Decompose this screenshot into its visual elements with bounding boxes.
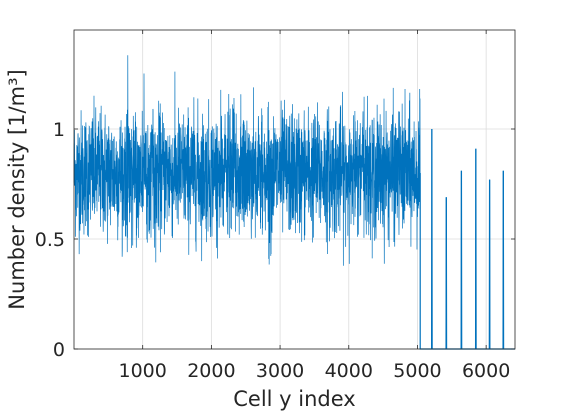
x-tick-label: 6000 bbox=[462, 360, 510, 382]
axes-frame bbox=[73, 29, 516, 350]
y-tick-label: 0.5 bbox=[35, 229, 65, 251]
x-tick-label: 3000 bbox=[256, 360, 304, 382]
x-axis-label: Cell y index bbox=[233, 387, 355, 411]
tick-marks bbox=[74, 30, 515, 350]
y-tick-label: 0 bbox=[53, 339, 65, 361]
x-tick-label: 2000 bbox=[187, 360, 235, 382]
series-line-dense bbox=[73, 55, 421, 266]
x-tick-labels: 1000 2000 3000 4000 5000 6000 bbox=[119, 360, 511, 382]
y-tick-labels: 00.51 bbox=[35, 119, 65, 361]
y-axis-label: Number density [1/m³] bbox=[5, 69, 29, 309]
x-tick-label: 1000 bbox=[119, 360, 167, 382]
x-tick-label: 5000 bbox=[393, 360, 441, 382]
x-tick-label: 4000 bbox=[325, 360, 373, 382]
y-tick-label: 1 bbox=[53, 119, 65, 141]
